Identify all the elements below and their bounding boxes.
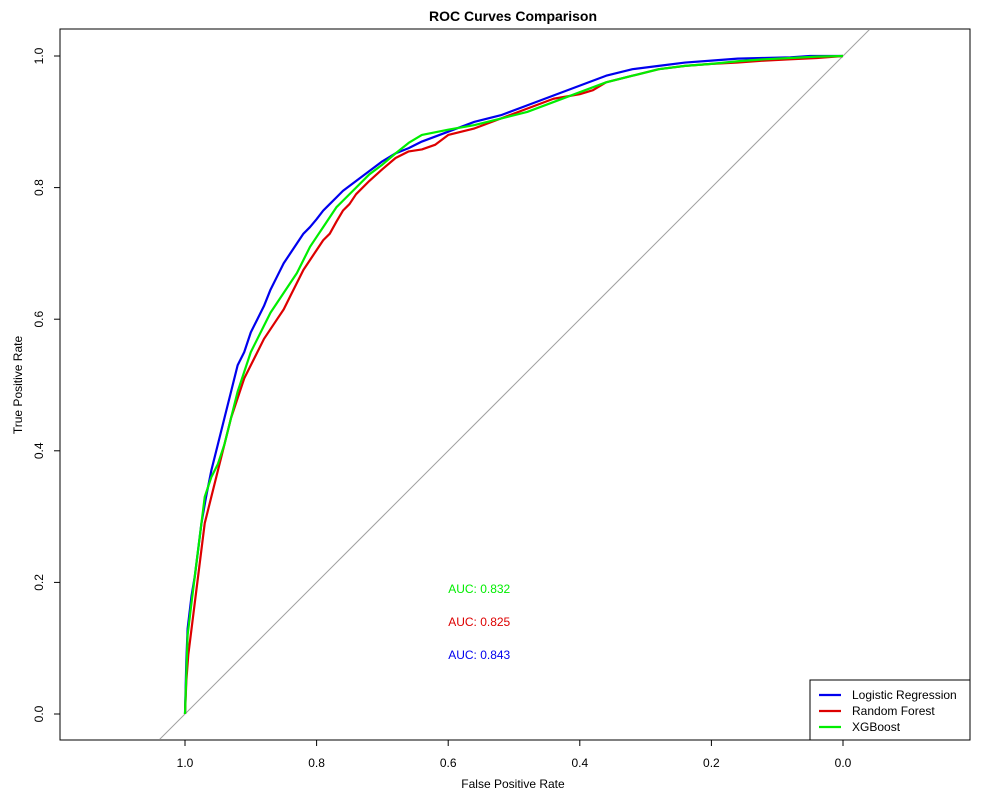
plot-clip-group: [159, 30, 870, 739]
x-tick-label: 0.0: [835, 756, 852, 770]
auc-annotation: AUC: 0.832: [448, 582, 510, 596]
diagonal-reference-line: [159, 30, 870, 739]
auc-annotation: AUC: 0.843: [448, 648, 510, 662]
x-tick-label: 0.4: [571, 756, 588, 770]
series-line-logistic-regression: [183, 54, 843, 715]
y-tick-label: 0.2: [32, 574, 46, 591]
legend-entry-label: Random Forest: [852, 704, 935, 718]
y-tick-label: 0.6: [32, 311, 46, 328]
y-axis-title: True Positive Rate: [11, 336, 25, 435]
legend: Logistic Regression Random Forest XGBoost: [809, 679, 971, 741]
y-tick-label: 0.0: [32, 705, 46, 722]
plot-frame: [59, 28, 971, 741]
y-tick-label: 0.8: [32, 179, 46, 196]
x-tick-label: 1.0: [177, 756, 194, 770]
legend-entry-label: XGBoost: [852, 720, 901, 734]
plot-area: [159, 30, 870, 739]
x-axis: 1.0 0.8 0.6 0.4 0.2 0.0: [177, 740, 852, 770]
y-axis: 0.0 0.2 0.4 0.6 0.8 1.0: [32, 47, 60, 722]
x-axis-title: False Positive Rate: [461, 777, 565, 791]
chart-title: ROC Curves Comparison: [429, 8, 597, 24]
x-tick-label: 0.2: [703, 756, 720, 770]
y-tick-label: 0.4: [32, 442, 46, 459]
auc-annotation: AUC: 0.825: [448, 615, 510, 629]
legend-entry-label: Logistic Regression: [852, 688, 957, 702]
auc-annotations: AUC: 0.832 AUC: 0.825 AUC: 0.843: [448, 582, 510, 662]
series-line-xgboost: [183, 54, 844, 715]
y-tick-label: 1.0: [32, 47, 46, 64]
x-tick-label: 0.8: [308, 756, 325, 770]
x-tick-label: 0.6: [440, 756, 457, 770]
